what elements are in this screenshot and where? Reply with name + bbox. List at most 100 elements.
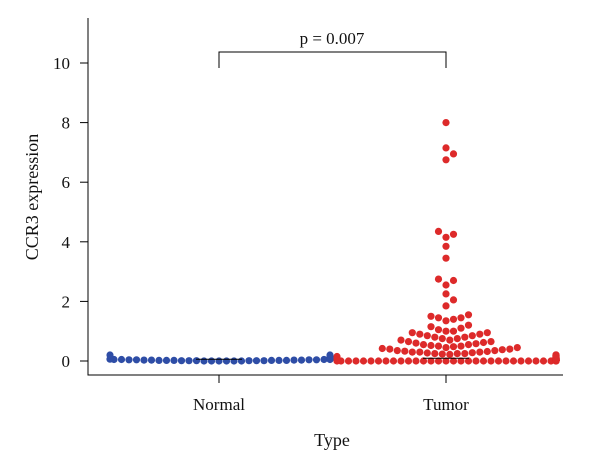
point-tumor bbox=[438, 350, 446, 358]
point-tumor bbox=[393, 347, 401, 355]
point-tumor bbox=[449, 357, 458, 365]
x-tick-label: Tumor bbox=[423, 395, 469, 414]
point-tumor bbox=[532, 357, 540, 365]
point-tumor bbox=[419, 357, 428, 365]
point-tumor bbox=[374, 357, 383, 365]
point-tumor bbox=[524, 357, 533, 365]
point-tumor bbox=[502, 357, 510, 365]
point-tumor bbox=[386, 345, 394, 353]
point-normal bbox=[312, 356, 321, 364]
point-tumor bbox=[449, 150, 458, 158]
point-tumor bbox=[434, 326, 443, 334]
point-tumor bbox=[449, 296, 458, 304]
y-tick-label: 10 bbox=[53, 54, 70, 73]
point-normal bbox=[140, 356, 148, 364]
significance-bracket bbox=[218, 51, 447, 68]
point-tumor bbox=[506, 345, 514, 353]
point-tumor bbox=[442, 357, 450, 365]
x-axis-ticks: Normal Tumor bbox=[193, 375, 469, 414]
point-tumor bbox=[442, 254, 450, 262]
point-tumor bbox=[427, 357, 435, 365]
point-tumor bbox=[434, 314, 443, 322]
point-tumor bbox=[434, 357, 443, 365]
point-tumor bbox=[464, 311, 473, 319]
point-tumor bbox=[397, 357, 405, 365]
point-tumor bbox=[442, 290, 450, 298]
point-normal bbox=[326, 351, 334, 359]
point-tumor bbox=[382, 357, 390, 365]
point-tumor bbox=[479, 338, 488, 347]
point-tumor bbox=[442, 233, 450, 241]
point-tumor bbox=[453, 335, 461, 343]
y-axis-ticks: 0 2 4 6 8 10 bbox=[53, 54, 88, 371]
y-tick-label: 4 bbox=[62, 233, 71, 252]
point-normal bbox=[305, 356, 313, 364]
y-tick-label: 8 bbox=[62, 114, 71, 133]
point-tumor bbox=[401, 347, 409, 355]
y-tick-label: 0 bbox=[62, 352, 71, 371]
point-tumor bbox=[442, 144, 450, 152]
point-normal bbox=[320, 355, 328, 364]
point-tumor bbox=[404, 357, 413, 365]
point-tumor bbox=[513, 344, 521, 352]
point-normal bbox=[237, 357, 246, 365]
point-tumor bbox=[412, 339, 420, 347]
y-tick-label: 6 bbox=[62, 173, 71, 192]
point-tumor bbox=[442, 156, 450, 164]
y-axis-title: CCR3 expression bbox=[22, 134, 42, 261]
data-points bbox=[106, 119, 560, 365]
point-normal bbox=[297, 356, 306, 364]
point-tumor bbox=[449, 343, 458, 351]
point-tumor bbox=[472, 340, 480, 348]
point-tumor bbox=[446, 336, 454, 344]
point-normal bbox=[147, 356, 156, 364]
point-tumor bbox=[367, 357, 375, 365]
point-normal bbox=[230, 357, 238, 365]
point-tumor bbox=[487, 357, 495, 365]
point-tumor bbox=[378, 344, 386, 353]
point-tumor bbox=[552, 351, 560, 359]
point-normal bbox=[125, 356, 133, 364]
point-tumor bbox=[464, 357, 473, 365]
point-tumor bbox=[423, 332, 431, 340]
point-normal bbox=[155, 356, 163, 364]
point-tumor bbox=[408, 348, 416, 356]
point-tumor bbox=[427, 323, 435, 331]
point-tumor bbox=[404, 338, 413, 346]
point-tumor bbox=[472, 357, 480, 365]
point-tumor bbox=[442, 302, 450, 310]
point-tumor bbox=[449, 230, 458, 238]
point-normal bbox=[132, 356, 141, 364]
point-normal bbox=[215, 357, 223, 365]
point-tumor bbox=[431, 350, 439, 358]
point-tumor bbox=[461, 350, 469, 358]
point-tumor bbox=[479, 357, 488, 365]
point-tumor bbox=[416, 348, 424, 356]
point-tumor bbox=[442, 281, 450, 289]
point-tumor bbox=[442, 327, 450, 335]
point-tumor bbox=[483, 347, 491, 356]
y-tick-label: 2 bbox=[62, 292, 71, 311]
point-normal bbox=[185, 357, 193, 365]
point-tumor bbox=[423, 349, 431, 357]
point-normal bbox=[162, 356, 171, 364]
point-tumor bbox=[457, 314, 465, 322]
point-normal bbox=[252, 357, 261, 365]
point-tumor bbox=[457, 324, 465, 332]
point-tumor bbox=[498, 346, 506, 354]
point-tumor bbox=[389, 357, 398, 365]
point-normal bbox=[290, 356, 298, 364]
point-tumor bbox=[517, 357, 525, 365]
point-tumor bbox=[442, 317, 450, 325]
point-tumor bbox=[539, 357, 548, 365]
point-normal bbox=[275, 356, 283, 364]
point-tumor bbox=[419, 341, 428, 349]
point-tumor bbox=[344, 357, 353, 365]
point-normal bbox=[245, 357, 253, 365]
point-normal bbox=[177, 357, 186, 365]
point-tumor bbox=[487, 338, 495, 346]
point-tumor bbox=[352, 357, 360, 365]
point-tumor bbox=[468, 332, 476, 340]
point-tumor bbox=[483, 329, 491, 337]
point-tumor bbox=[408, 329, 416, 337]
